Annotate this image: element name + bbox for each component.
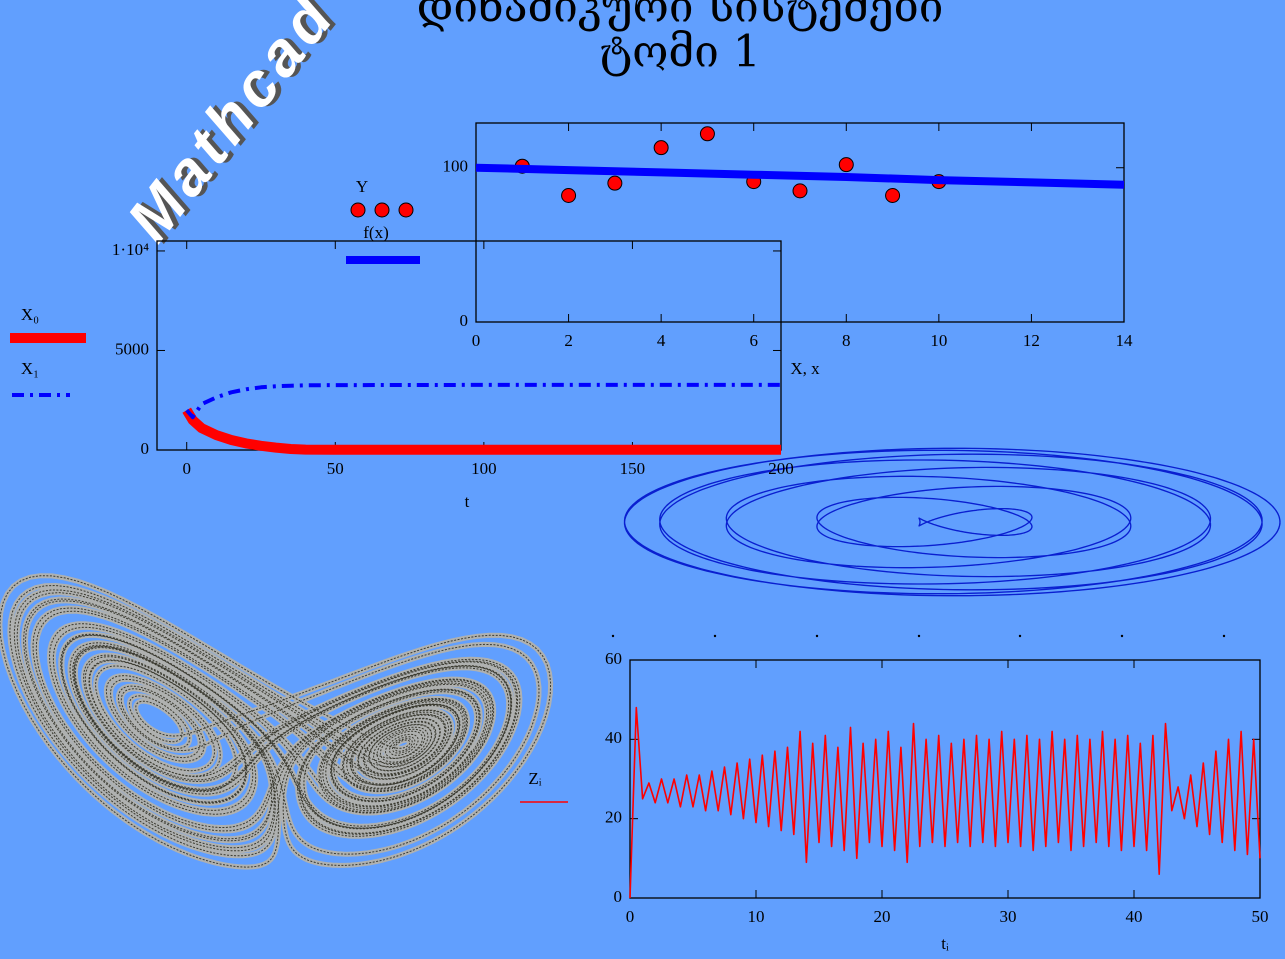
x-tick-label: 0 xyxy=(182,459,191,478)
attractor-glow xyxy=(0,576,551,867)
y-tick-label: 0 xyxy=(614,887,623,906)
y-tick-label: 0 xyxy=(460,311,469,330)
x-tick-label: 50 xyxy=(1252,907,1269,926)
series-line xyxy=(630,708,1260,898)
x-tick-label: 20 xyxy=(874,907,891,926)
legend-marker xyxy=(351,203,365,217)
x-tick-label: 8 xyxy=(842,331,851,350)
page: {"header": {"line1": "დინამიკური სისტემე… xyxy=(0,0,1285,959)
x-tick-label: 0 xyxy=(472,331,481,350)
y-tick-label: 0 xyxy=(141,439,150,458)
x-tick-label: 4 xyxy=(657,331,666,350)
chart: 0 2 4 6 8 10 12 14 0 100 X, x Yf(x) xyxy=(346,123,1133,378)
dot-row xyxy=(612,635,1225,637)
point xyxy=(793,184,807,198)
legend-label: Y xyxy=(356,177,368,196)
x-tick-label: 30 xyxy=(1000,907,1017,926)
legend-label: f(x) xyxy=(363,223,388,242)
y-tick-label: 1·10⁴ xyxy=(112,240,149,259)
x-tick-label: 6 xyxy=(749,331,758,350)
series-line xyxy=(476,168,1124,185)
legend-label: X₁ xyxy=(21,359,39,378)
legend-label: X₀ xyxy=(21,305,39,324)
x-tick-label: 200 xyxy=(768,459,794,478)
legend-marker xyxy=(375,203,389,217)
x-tick-label: 14 xyxy=(1116,331,1134,350)
y-tick-label: 100 xyxy=(443,157,469,176)
logo-text: Mathcad xyxy=(114,0,349,254)
point xyxy=(700,127,714,141)
y-tick-label: 20 xyxy=(605,808,622,827)
y-tick-label: 40 xyxy=(605,728,622,747)
x-axis-label: X, x xyxy=(790,359,820,378)
legend-marker xyxy=(399,203,413,217)
point xyxy=(562,189,576,203)
x-tick-label: 12 xyxy=(1023,331,1040,350)
x-tick-label: 10 xyxy=(930,331,947,350)
x-axis-label: tᵢ xyxy=(941,934,949,953)
point xyxy=(608,176,622,190)
x-tick-label: 150 xyxy=(620,459,646,478)
x-tick-label: 2 xyxy=(564,331,573,350)
y-tick-label: 5000 xyxy=(115,339,149,358)
point xyxy=(886,189,900,203)
x-axis-label: t xyxy=(465,492,470,511)
title-line2: ტომი 1 xyxy=(599,27,761,78)
x-tick-label: 0 xyxy=(626,907,635,926)
decorations xyxy=(0,448,1280,867)
slide: დინამიკური სისტემები ტომი 1 Mathcad Math… xyxy=(0,0,1285,959)
point xyxy=(654,141,668,155)
point xyxy=(839,158,853,172)
plot-frame xyxy=(476,123,1124,322)
plot-frame xyxy=(630,660,1260,898)
x-tick-label: 50 xyxy=(327,459,344,478)
chart: 0 10 20 30 40 50 0 20 40 60 tᵢ Zᵢ xyxy=(520,649,1269,953)
x-tick-label: 10 xyxy=(748,907,765,926)
logo: Mathcad Mathcad xyxy=(114,0,355,257)
legend-label: Zᵢ xyxy=(528,769,541,788)
x-tick-label: 40 xyxy=(1126,907,1143,926)
x-tick-label: 100 xyxy=(471,459,497,478)
y-tick-label: 60 xyxy=(605,649,622,668)
series-line xyxy=(187,385,781,417)
epicycle xyxy=(625,448,1281,595)
plot-frame xyxy=(157,241,781,450)
